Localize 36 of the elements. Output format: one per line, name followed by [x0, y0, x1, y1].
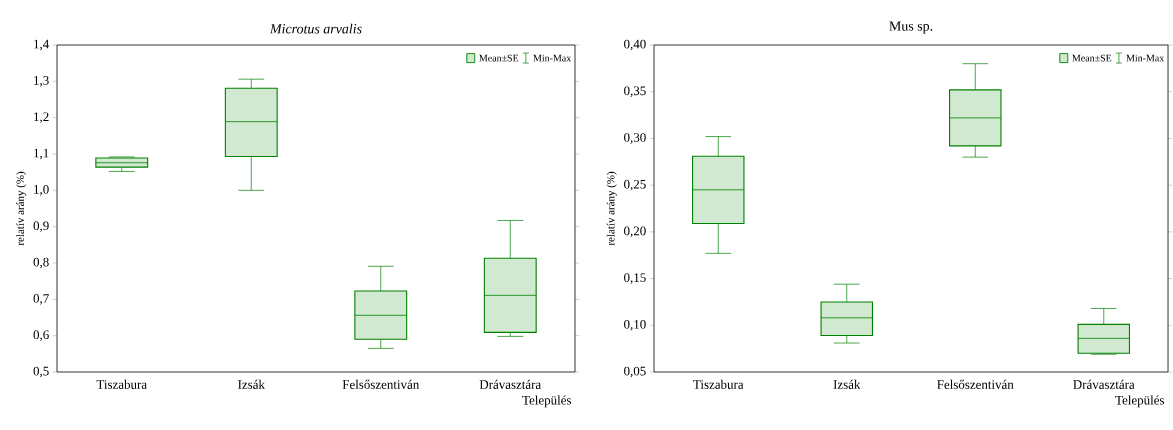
x-tick-label: Drávasztára: [479, 379, 542, 389]
y-tick-label: 1,1: [34, 148, 49, 160]
legend-label: Mean±SE: [1072, 54, 1112, 62]
x-tick-label: Tiszabura: [693, 379, 744, 389]
y-tick-label: 1,0: [34, 185, 49, 196]
y-tick-label: 0,9: [33, 221, 49, 232]
x-axis-title: Település: [1115, 395, 1165, 408]
y-tick-label: 0,5: [33, 366, 49, 378]
y-tick-label: 0,8: [33, 257, 49, 269]
x-tick-label: Izsák: [238, 379, 265, 389]
chart-title: Mus sp.: [889, 21, 933, 34]
y-tick-label: 0,35: [624, 86, 646, 98]
legend-label: Mean±SE: [479, 54, 519, 62]
y-tick-label: 0,15: [624, 273, 646, 284]
y-tick-label: 1,4: [34, 39, 50, 51]
x-tick-label: Felsőszentiván: [342, 379, 420, 389]
x-tick-label: Izsák: [833, 379, 861, 389]
y-tick-label: 0,05: [624, 366, 646, 378]
x-tick-label: Felsőszentiván: [937, 379, 1014, 389]
x-tick-label: Tiszabura: [96, 379, 147, 389]
y-axis-title: relatív arány (%): [16, 171, 27, 246]
y-tick-label: 0,10: [624, 319, 646, 331]
y-tick-label: 0,30: [624, 133, 646, 144]
y-tick-label: 0,25: [624, 179, 646, 191]
y-tick-label: 1,3: [34, 76, 49, 87]
x-axis-title: Település: [522, 395, 572, 408]
y-tick-label: 0,20: [624, 226, 646, 238]
x-tick-label: Drávasztára: [1073, 379, 1135, 389]
y-tick-label: 0,7: [33, 294, 49, 305]
y-tick-label: 0,40: [624, 39, 646, 51]
annotation: Min-Max: [533, 54, 572, 62]
chart-title: Microtus arvalis: [269, 23, 362, 34]
annotation: Min-Max: [1126, 54, 1165, 62]
y-tick-label: 0,6: [33, 330, 49, 341]
y-axis-title: relatív arány (%): [606, 171, 617, 246]
y-tick-label: 1,2: [34, 112, 49, 123]
